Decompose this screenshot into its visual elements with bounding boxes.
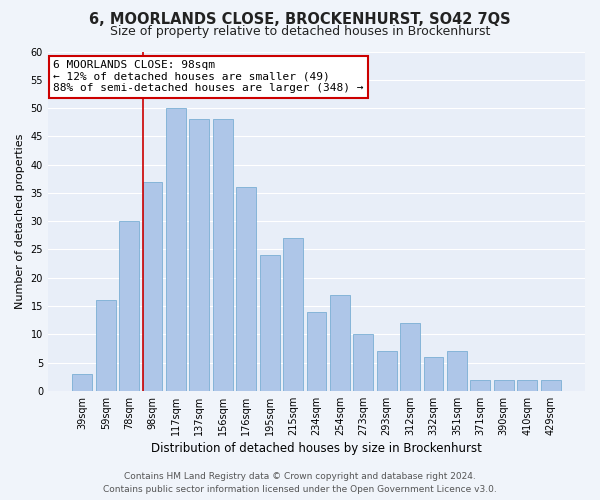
Bar (190, 120, 209, 391)
Bar (494, 380, 514, 391)
Bar (541, 380, 560, 391)
Bar (143, 182, 163, 391)
Bar (283, 238, 303, 391)
Y-axis label: Number of detached properties: Number of detached properties (15, 134, 25, 309)
Bar (166, 108, 186, 391)
Bar (307, 312, 326, 391)
Bar (236, 187, 256, 391)
Bar (377, 351, 397, 391)
Text: 6 MOORLANDS CLOSE: 98sqm
← 12% of detached houses are smaller (49)
88% of semi-d: 6 MOORLANDS CLOSE: 98sqm ← 12% of detach… (53, 60, 364, 93)
Bar (73, 374, 92, 391)
Bar (353, 334, 373, 391)
Bar (400, 323, 420, 391)
Bar (447, 351, 467, 391)
Text: Contains HM Land Registry data © Crown copyright and database right 2024.
Contai: Contains HM Land Registry data © Crown c… (103, 472, 497, 494)
Bar (470, 380, 490, 391)
Bar (260, 255, 280, 391)
Bar (424, 357, 443, 391)
Bar (213, 120, 233, 391)
Bar (96, 300, 116, 391)
Bar (517, 380, 537, 391)
Text: Size of property relative to detached houses in Brockenhurst: Size of property relative to detached ho… (110, 25, 490, 38)
Bar (119, 221, 139, 391)
Text: 6, MOORLANDS CLOSE, BROCKENHURST, SO42 7QS: 6, MOORLANDS CLOSE, BROCKENHURST, SO42 7… (89, 12, 511, 28)
Bar (330, 294, 350, 391)
X-axis label: Distribution of detached houses by size in Brockenhurst: Distribution of detached houses by size … (151, 442, 482, 455)
